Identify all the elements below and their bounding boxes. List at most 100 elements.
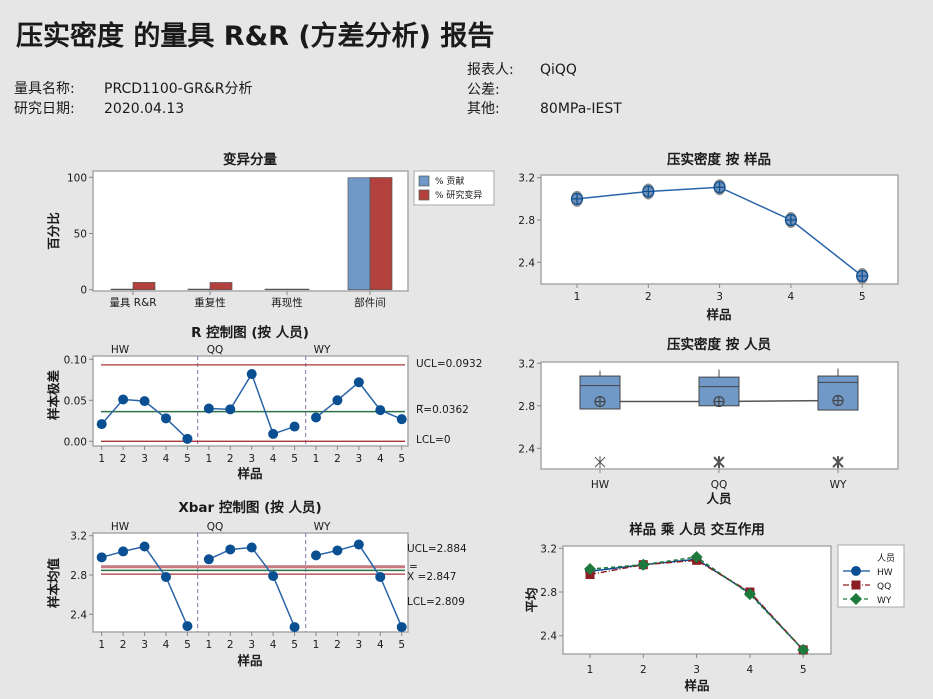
mean-cross <box>595 396 605 407</box>
data-point <box>203 403 214 414</box>
chart-title: R 控制图 (按 人员) <box>191 324 309 341</box>
y-axis-title: 样本极差 <box>46 370 61 420</box>
x-tick-label: 2 <box>227 639 234 651</box>
x-tick-label: 2 <box>227 453 234 465</box>
data-point <box>246 369 257 380</box>
x-tick-label: 3 <box>356 639 363 651</box>
data-point <box>225 404 236 415</box>
reporter-label: 报表人: <box>467 62 514 78</box>
operator-label: QQ <box>207 521 224 533</box>
legend: 人员 HW QQ WY <box>837 544 905 608</box>
y-tick-label: 2.4 <box>518 443 535 455</box>
y-tick-label: 0.05 <box>64 395 87 407</box>
mean-cross <box>642 185 654 197</box>
x-tick-label: 3 <box>141 453 148 465</box>
x-tick-label: 2 <box>645 291 652 303</box>
outlier-marker <box>713 456 725 469</box>
gauge-name-label: 量具名称: <box>14 81 75 97</box>
legend-box <box>837 544 905 608</box>
ucl-label: UCL=2.884 <box>407 543 467 555</box>
y-tick-label: 2.8 <box>540 587 557 599</box>
x-tick-label: 重复性 <box>194 296 226 309</box>
mean-marker <box>594 395 606 408</box>
center-bar-symbol: = <box>409 561 418 573</box>
data-point <box>311 412 321 423</box>
mean-marker <box>856 269 869 283</box>
y-tick-label: 0.00 <box>64 436 87 448</box>
x-tick-label: 1 <box>313 639 320 651</box>
legend-swatch <box>418 175 430 187</box>
x-tick-label: 5 <box>291 639 298 651</box>
study-date-value: 2020.04.13 <box>104 101 184 117</box>
outlier-marker <box>594 456 606 469</box>
mean-cross <box>833 395 843 406</box>
center-label: X =2.847 <box>407 571 456 583</box>
data-point <box>160 413 171 424</box>
square-marker <box>851 580 861 590</box>
diamond-marker <box>850 593 862 605</box>
chart-title: 变异分量 <box>223 151 277 168</box>
x-tick-label: 1 <box>313 453 320 465</box>
x-tick-label: WY <box>830 479 847 491</box>
x-tick-label: 1 <box>206 639 213 651</box>
data-point <box>96 552 107 563</box>
x-tick-label: 4 <box>377 639 384 651</box>
legend-label: % 贡献 <box>435 175 464 187</box>
operator-label: WY <box>314 344 331 356</box>
data-point <box>353 377 364 388</box>
data-point <box>332 395 343 406</box>
ucl-label: UCL=0.0932 <box>416 358 482 370</box>
mean-cross <box>714 396 724 407</box>
y-tick-label: 0.10 <box>64 354 87 366</box>
y-tick-label: 3.2 <box>518 358 535 370</box>
x-tick-label: 2 <box>334 453 341 465</box>
data-point <box>375 405 386 416</box>
x-tick-label: 4 <box>377 453 384 465</box>
y-tick-label: 2.8 <box>518 215 535 227</box>
x-tick-label: 4 <box>163 453 170 465</box>
operator-label: HW <box>111 344 130 356</box>
y-tick-label: 2.4 <box>518 257 535 269</box>
data-point <box>375 571 386 582</box>
chart-title: 压实密度 按 人员 <box>667 336 771 353</box>
chart-title: 压实密度 按 样品 <box>667 151 771 168</box>
x-tick-label: 4 <box>270 453 277 465</box>
by-operator-chart: 压实密度 按 人员 2.4 2.8 3.2 人员 HW QQ WY <box>518 336 899 506</box>
lcl-label: LCL=0 <box>416 434 451 446</box>
x-axis-title: 样品 <box>237 466 262 481</box>
data-point <box>289 622 300 633</box>
operator-label: HW <box>111 521 130 533</box>
data-point <box>353 539 364 550</box>
y-tick-label: 2.8 <box>518 401 535 413</box>
mean-cross <box>714 181 726 193</box>
y-tick-label: 3.2 <box>540 543 557 555</box>
x-tick-label: 3 <box>693 664 700 676</box>
mean-marker <box>713 181 726 194</box>
data-point <box>203 554 214 565</box>
legend: % 贡献 % 研究变异 <box>413 170 495 206</box>
data-point <box>118 394 129 405</box>
mean-marker <box>642 185 655 198</box>
bar-study-variation <box>209 282 233 291</box>
x-tick-label: 5 <box>184 453 191 465</box>
x-tick-label: 3 <box>141 639 148 651</box>
x-tick-label: 1 <box>587 664 594 676</box>
data-point <box>118 546 129 557</box>
data-point <box>225 544 236 555</box>
data-point <box>96 419 107 430</box>
center-bar-symbol: _ <box>417 394 424 406</box>
x-tick-label: 2 <box>120 453 127 465</box>
y-axis-title: 平均 <box>524 587 539 612</box>
data-point <box>182 433 193 444</box>
data-point <box>139 541 150 552</box>
x-tick-label: 5 <box>398 453 405 465</box>
legend-label: % 研究变异 <box>435 189 482 201</box>
mean-cross <box>571 193 583 205</box>
gauge-name-value: PRCD1100-GR&R分析 <box>104 81 252 97</box>
y-tick-label: 2.4 <box>540 631 557 643</box>
x-tick-label: 3 <box>248 639 255 651</box>
